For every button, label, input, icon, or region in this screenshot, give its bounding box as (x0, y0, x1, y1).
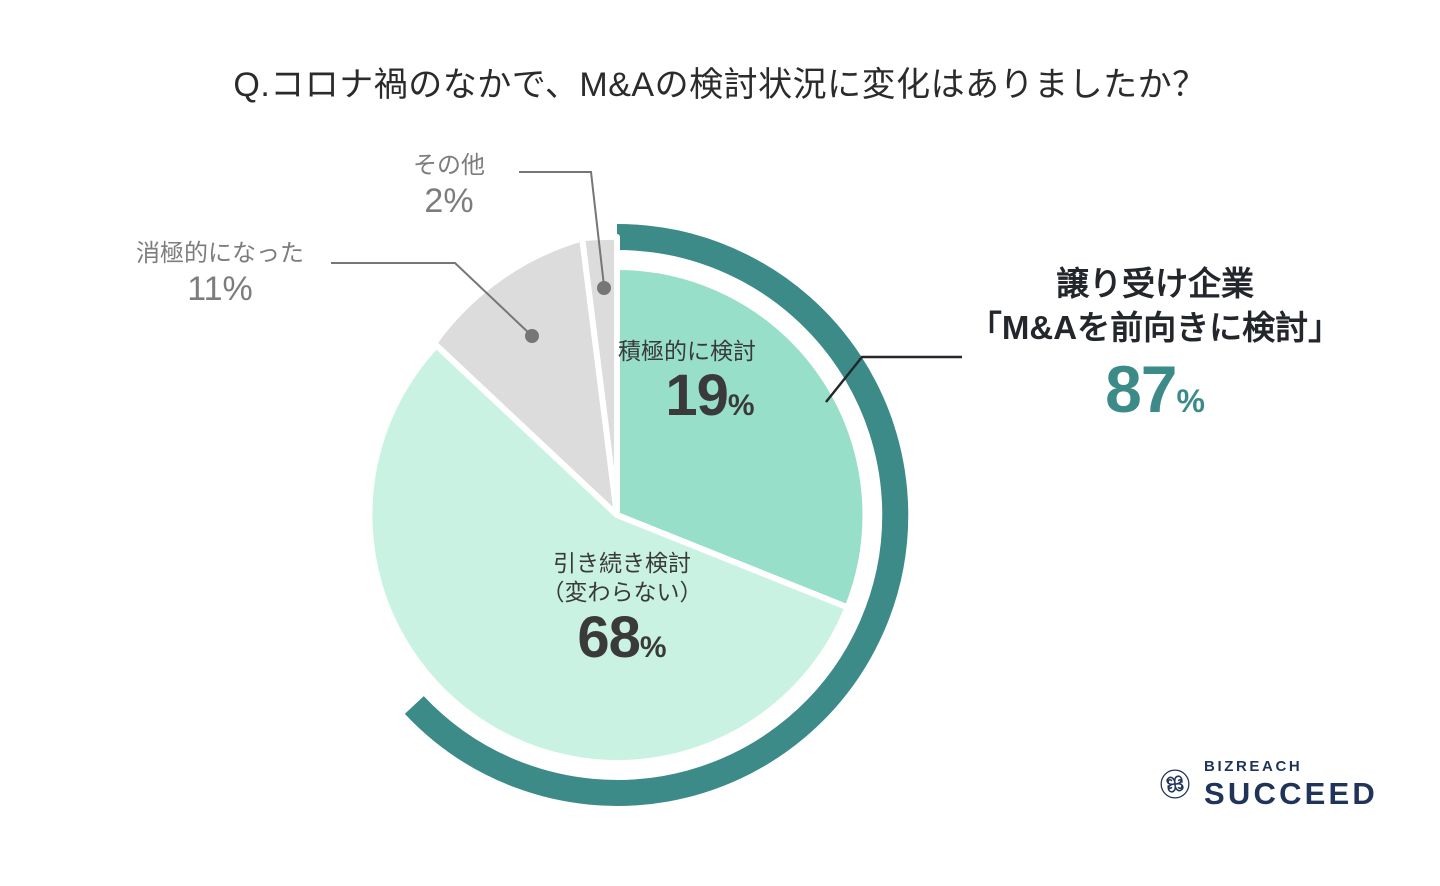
callout-value-pct: % (1176, 383, 1205, 420)
slice-value-positive-pct: % (727, 389, 755, 423)
leader-label-negative-value: 11% (187, 269, 253, 308)
outer-ring-arc (404, 224, 909, 806)
slice-label-positive-value: 19% (600, 363, 800, 429)
slice-positive (614, 263, 869, 611)
slice-value-continue-pct: % (639, 630, 667, 664)
callout-line-2: 「M&Aを前向きに検討」 (968, 308, 1342, 346)
leader-label-other-value: 2% (424, 181, 474, 220)
pie-chart (366, 224, 909, 806)
callout-value-number: 87 (1105, 352, 1177, 427)
slice-label-continue-name-line2: （変わらない） (541, 579, 703, 606)
highlight-callout: 譲り受け企業 「M&Aを前向きに検討」 87% (930, 262, 1380, 424)
leader-label-negative-name: 消極的になった (136, 240, 304, 267)
callout-value: 87% (930, 352, 1380, 427)
logo-top-text: BIZREACH (1204, 758, 1303, 776)
slice-label-continue-value: 68% (477, 604, 767, 670)
slice-label-positive: 積極的に検討 19% (600, 337, 800, 427)
brand-logo: BIZREACH SUCCEED (1160, 748, 1378, 820)
slice-label-continue-name-line1: 引き続き検討 (553, 550, 691, 576)
slice-value-continue-number: 68 (577, 604, 641, 670)
celtic-knot-icon (1160, 769, 1190, 799)
logo-wordmark: BIZREACH SUCCEED (1204, 759, 1378, 809)
slice-label-positive-name: 積極的に検討 (618, 338, 756, 364)
page-title: Q.コロナ禍のなかで、M&Aの検討状況に変化はありましたか？ (233, 66, 1207, 104)
leader-label-negative: 消極的になった 11% (100, 240, 340, 309)
slice-value-positive-number: 19 (665, 363, 729, 429)
logo-bottom-text: SUCCEED (1204, 775, 1378, 811)
slice-label-continue: 引き続き検討 （変わらない） 68% (477, 549, 767, 669)
leader-label-other: その他 2% (369, 152, 529, 221)
slice-continue (366, 342, 851, 766)
leader-label-other-name: その他 (413, 152, 485, 179)
callout-line-1: 譲り受け企業 (1056, 265, 1254, 302)
